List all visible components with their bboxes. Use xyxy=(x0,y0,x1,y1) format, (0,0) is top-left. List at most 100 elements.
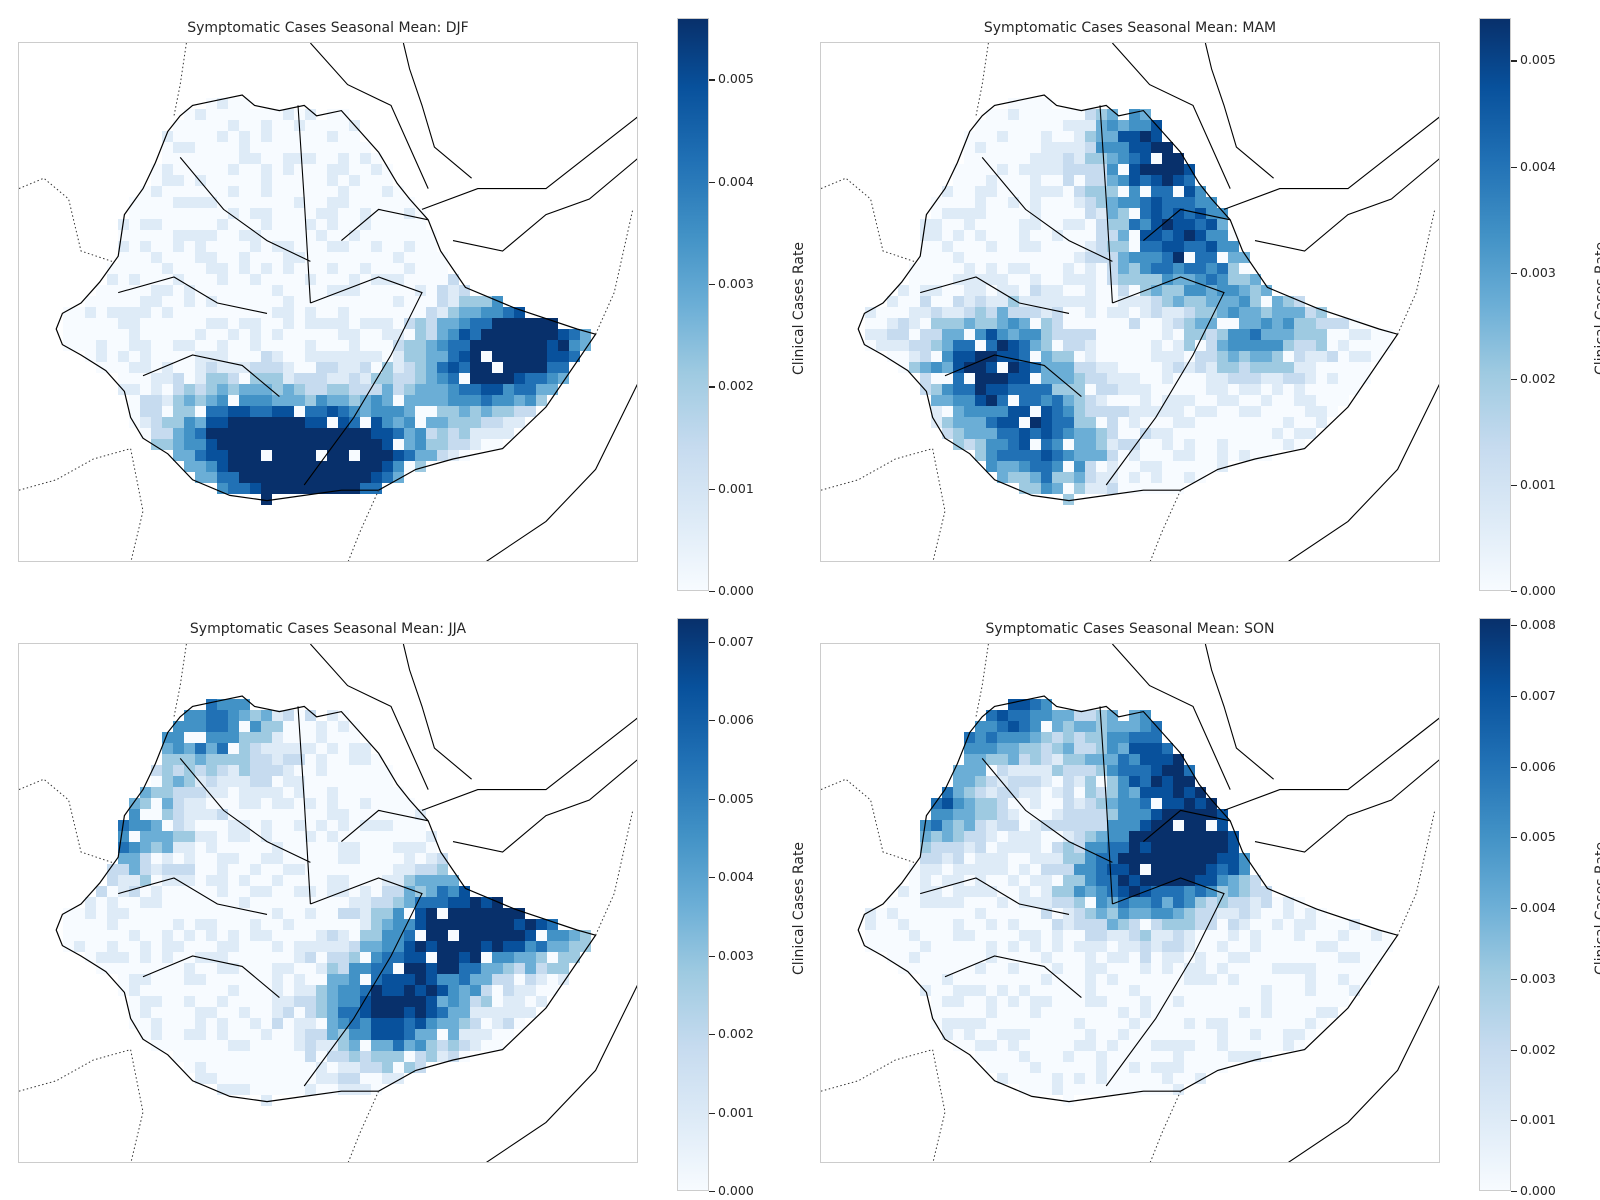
grid-cell xyxy=(206,985,217,996)
grid-cell xyxy=(448,952,459,963)
grid-cell xyxy=(228,428,239,439)
grid-cell xyxy=(426,1029,437,1040)
grid-cell xyxy=(1195,1018,1206,1029)
grid-cell xyxy=(942,820,953,831)
grid-cell xyxy=(997,886,1008,897)
grid-cell xyxy=(338,384,349,395)
grid-cell xyxy=(162,186,173,197)
grid-cell xyxy=(228,864,239,875)
grid-cell xyxy=(1250,930,1261,941)
grid-cell xyxy=(195,710,206,721)
grid-cell xyxy=(1063,776,1074,787)
grid-cell xyxy=(272,985,283,996)
grid-cell xyxy=(162,274,173,285)
grid-cell xyxy=(997,1007,1008,1018)
grid-cell xyxy=(184,754,195,765)
grid-cell xyxy=(1283,296,1294,307)
grid-cell xyxy=(1074,941,1085,952)
grid-cell xyxy=(305,842,316,853)
grid-cell xyxy=(1041,175,1052,186)
grid-cell xyxy=(316,853,327,864)
grid-cell xyxy=(514,351,525,362)
grid-cell xyxy=(371,842,382,853)
grid-cell xyxy=(1327,1007,1338,1018)
grid-cell xyxy=(1118,952,1129,963)
grid-cell xyxy=(1239,252,1250,263)
grid-cell xyxy=(228,721,239,732)
grid-cell xyxy=(1140,384,1151,395)
grid-cell xyxy=(975,307,986,318)
grid-cell xyxy=(898,941,909,952)
grid-cell xyxy=(272,318,283,329)
grid-cell xyxy=(250,109,261,120)
grid-cell xyxy=(1019,941,1030,952)
grid-cell xyxy=(1261,395,1272,406)
grid-cell xyxy=(1008,296,1019,307)
grid-cell xyxy=(569,329,580,340)
grid-cell xyxy=(1107,1018,1118,1029)
grid-cell xyxy=(184,340,195,351)
grid-cell xyxy=(327,1007,338,1018)
grid-cell xyxy=(1151,1084,1162,1095)
grid-cell xyxy=(151,307,162,318)
grid-cell xyxy=(1228,853,1239,864)
grid-cell xyxy=(942,809,953,820)
grid-cell xyxy=(1074,274,1085,285)
grid-cell xyxy=(305,1051,316,1062)
grid-cell xyxy=(129,362,140,373)
grid-cell xyxy=(228,219,239,230)
grid-cell xyxy=(986,864,997,875)
grid-cell xyxy=(415,996,426,1007)
grid-cell xyxy=(1096,307,1107,318)
grid-cell xyxy=(195,1051,206,1062)
grid-cell xyxy=(283,439,294,450)
grid-cell xyxy=(228,820,239,831)
grid-cell xyxy=(1030,197,1041,208)
grid-cell xyxy=(1195,274,1206,285)
grid-cell xyxy=(1052,142,1063,153)
grid-cell xyxy=(1030,296,1041,307)
country-border xyxy=(55,695,597,1103)
grid-cell xyxy=(909,318,920,329)
grid-cell xyxy=(294,1040,305,1051)
grid-cell xyxy=(1052,263,1063,274)
grid-cell xyxy=(1140,373,1151,384)
grid-cell xyxy=(294,831,305,842)
grid-cell xyxy=(1063,765,1074,776)
panel-title-mam: Symptomatic Cases Seasonal Mean: MAM xyxy=(983,20,1277,36)
grid-cell xyxy=(1019,996,1030,1007)
grid-cell xyxy=(1063,919,1074,930)
grid-cell xyxy=(327,109,338,120)
grid-cell xyxy=(1316,340,1327,351)
grid-cell xyxy=(1206,197,1217,208)
grid-cell xyxy=(283,252,294,263)
grid-cell xyxy=(1041,340,1052,351)
grid-cell xyxy=(217,1029,228,1040)
grid-cell xyxy=(1184,428,1195,439)
grid-cell xyxy=(239,952,250,963)
grid-cell xyxy=(1140,1040,1151,1051)
grid-cell xyxy=(217,406,228,417)
grid-cell xyxy=(1041,208,1052,219)
grid-cell xyxy=(1140,197,1151,208)
neighbour-border xyxy=(1397,209,1436,335)
grid-cell xyxy=(459,941,470,952)
grid-cell xyxy=(107,930,118,941)
grid-cell xyxy=(151,952,162,963)
grid-cell xyxy=(250,384,261,395)
grid-cell xyxy=(1261,908,1272,919)
grid-cell xyxy=(327,875,338,886)
grid-cell xyxy=(1063,428,1074,439)
grid-cell xyxy=(525,362,536,373)
grid-cell xyxy=(1184,362,1195,373)
grid-cell xyxy=(305,186,316,197)
grid-cell xyxy=(85,897,96,908)
grid-cell xyxy=(195,252,206,263)
grid-cell xyxy=(1118,908,1129,919)
grid-cell xyxy=(1085,142,1096,153)
grid-cell xyxy=(74,307,85,318)
grid-cell xyxy=(1228,908,1239,919)
grid-cell xyxy=(107,875,118,886)
grid-cell xyxy=(261,864,272,875)
grid-cell xyxy=(294,809,305,820)
